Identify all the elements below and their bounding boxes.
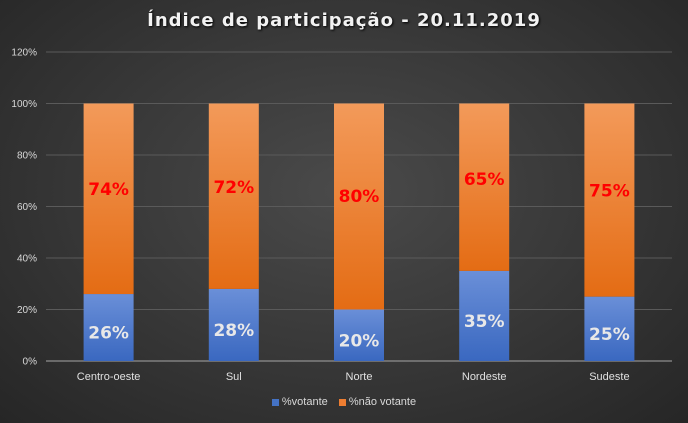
chart-title: Índice de participação - 20.11.2019 [147,10,541,31]
y-tick-label: 60% [17,202,37,213]
bars: 26% 74% 28% 72% 20% 80% 35% 65% 25% 75% [83,103,635,361]
x-axis: Centro-oeste Sul Norte Nordeste Sudeste [77,371,630,383]
legend-item-nao-votante: %não votante [338,396,417,408]
data-label: 72% [213,178,254,198]
y-axis: 0% 20% 40% 60% 80% 100% 120% [11,48,37,368]
legend-swatch-orange [338,398,346,406]
data-label: 25% [589,325,630,345]
y-tick-label: 40% [17,254,37,265]
y-tick-label: 100% [11,99,37,110]
bar-votante-norte [334,309,384,361]
bar-nao-votante-centro-oeste [83,103,134,295]
bar-votante-nordeste [459,270,510,361]
x-tick-label: Sudeste [589,371,629,383]
data-label: 28% [213,321,254,341]
data-label: 65% [464,170,505,190]
bar-nao-votante-norte [334,103,384,310]
data-label: 80% [339,187,380,207]
data-label: 35% [464,312,505,332]
legend-item-votante: %votante [271,396,328,408]
y-tick-label: 80% [17,151,37,162]
y-tick-label: 120% [11,48,37,59]
legend-swatch-blue [271,398,279,406]
bar-votante-centro-oeste [83,294,134,361]
y-tick-label: 0% [23,357,38,368]
data-label: 20% [339,331,380,351]
x-tick-label: Norte [346,371,373,383]
bar-nao-votante-sudeste [584,103,635,297]
legend-label: %não votante [348,396,417,408]
y-tick-label: 20% [17,305,37,316]
x-tick-label: Sul [226,371,242,383]
legend: %votante %não votante [0,396,688,409]
bar-nao-votante-nordeste [459,103,510,271]
data-label: 26% [88,324,129,344]
bar-nao-votante-sul [208,103,259,289]
data-label: 74% [88,180,129,200]
legend-label: %votante [281,396,328,408]
data-label: 75% [589,181,630,201]
bar-votante-sudeste [584,296,635,361]
x-tick-label: Centro-oeste [77,371,141,383]
x-tick-label: Nordeste [462,371,507,383]
bar-votante-sul [208,288,259,361]
